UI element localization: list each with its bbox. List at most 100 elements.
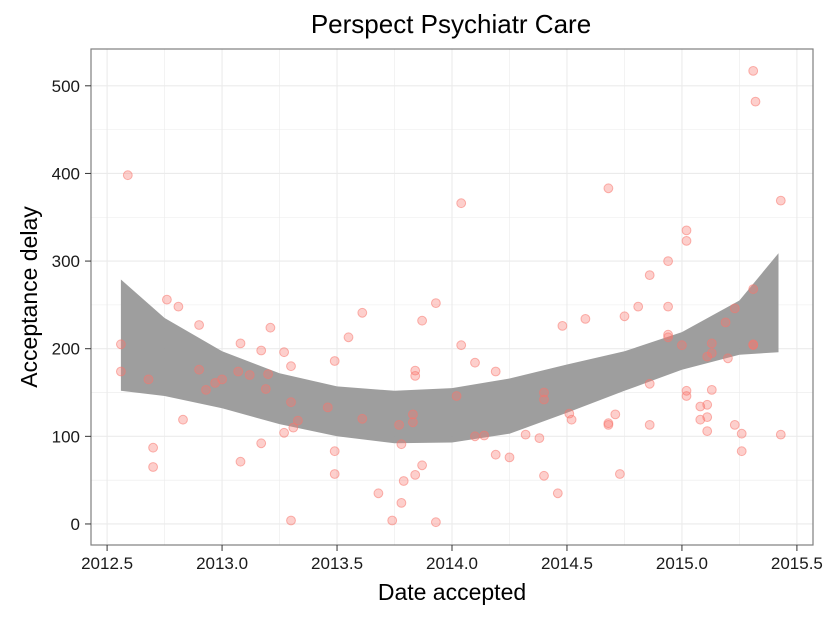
data-point: [681, 225, 692, 236]
data-point: [470, 357, 480, 368]
data-point: [279, 347, 290, 358]
data-point: [706, 338, 717, 349]
y-tick-label: 0: [71, 515, 80, 534]
data-point: [504, 452, 515, 463]
data-point: [217, 374, 228, 385]
data-point: [178, 414, 188, 425]
data-point: [603, 183, 614, 194]
data-point: [286, 397, 296, 408]
data-point: [201, 385, 211, 395]
data-point: [633, 301, 644, 312]
data-point: [148, 462, 159, 472]
data-point: [387, 515, 398, 526]
data-point: [702, 399, 713, 410]
x-tick-label: 2012.5: [81, 554, 133, 573]
data-point: [663, 301, 673, 312]
data-point: [148, 442, 159, 453]
data-point: [408, 417, 418, 428]
data-point: [286, 515, 296, 526]
data-point: [729, 303, 740, 314]
data-point: [417, 460, 428, 471]
data-point: [431, 517, 441, 528]
x-tick-label: 2014.5: [541, 554, 593, 573]
data-point: [729, 420, 740, 430]
data-point: [194, 364, 205, 375]
data-point: [410, 470, 421, 480]
data-point: [116, 339, 126, 350]
data-point: [357, 307, 368, 318]
data-point: [539, 387, 549, 398]
data-point: [279, 427, 290, 438]
data-point: [244, 370, 255, 380]
data-point: [143, 374, 154, 385]
data-point: [322, 402, 333, 413]
data-point: [566, 414, 577, 425]
data-point: [343, 332, 354, 343]
data-point: [396, 498, 407, 508]
data-point: [288, 422, 299, 433]
x-tick-label: 2015.0: [656, 554, 708, 573]
data-point: [173, 301, 184, 312]
data-point: [644, 420, 655, 430]
data-point: [663, 256, 673, 267]
data-point: [681, 391, 692, 401]
data-point: [681, 385, 692, 396]
chart-title: Perspect Psychiatr Care: [311, 9, 591, 39]
data-point: [116, 366, 126, 377]
data-point: [470, 431, 480, 442]
data-point: [580, 314, 591, 324]
data-point: [720, 317, 731, 328]
data-point: [410, 365, 421, 376]
data-point: [479, 430, 490, 441]
x-tick-label: 2013.0: [196, 554, 248, 573]
y-tick-label: 500: [52, 77, 80, 96]
data-point: [451, 391, 462, 401]
data-point: [260, 384, 271, 394]
data-point: [357, 413, 368, 424]
data-point: [410, 371, 421, 381]
data-point: [235, 456, 246, 467]
smooth-confidence-band: [120, 253, 779, 444]
data-point: [456, 340, 467, 351]
data-point: [293, 415, 303, 426]
data-point: [539, 394, 549, 405]
x-axis: 2012.5 2013.0 2013.5 2014.0 2014.5 2015.0 2015…: [81, 545, 823, 573]
data-point: [603, 420, 614, 430]
x-axis-title: Date accepted: [378, 579, 526, 605]
grid-layer: [91, 49, 813, 545]
y-axis-title: Acceptance delay: [16, 206, 42, 388]
x-tick-label: 2014.0: [426, 554, 478, 573]
y-tick-label: 300: [52, 252, 80, 271]
data-point: [681, 236, 692, 246]
data-point: [394, 420, 405, 430]
data-point: [398, 476, 409, 486]
data-point: [706, 385, 717, 395]
y-tick-label: 100: [52, 427, 80, 446]
data-point: [286, 361, 296, 372]
y-tick-label: 200: [52, 340, 80, 359]
data-point: [263, 369, 274, 380]
data-point: [702, 412, 713, 423]
data-point: [619, 311, 630, 322]
data-point: [162, 294, 172, 305]
data-point: [329, 469, 340, 479]
data-point: [644, 378, 655, 389]
data-point: [431, 298, 441, 309]
data-point: [534, 433, 545, 444]
data-point: [552, 488, 563, 499]
data-point: [490, 366, 501, 377]
data-point: [775, 429, 786, 440]
points-layer: [116, 66, 786, 528]
data-point: [235, 338, 246, 349]
data-point: [677, 340, 687, 351]
data-point: [615, 469, 625, 479]
data-point: [702, 426, 713, 437]
data-point: [748, 284, 759, 295]
data-point: [417, 315, 428, 326]
x-tick-label: 2013.5: [311, 554, 363, 573]
data-point: [750, 96, 761, 107]
data-point: [610, 409, 621, 420]
data-point: [194, 320, 205, 330]
data-point: [490, 449, 501, 460]
